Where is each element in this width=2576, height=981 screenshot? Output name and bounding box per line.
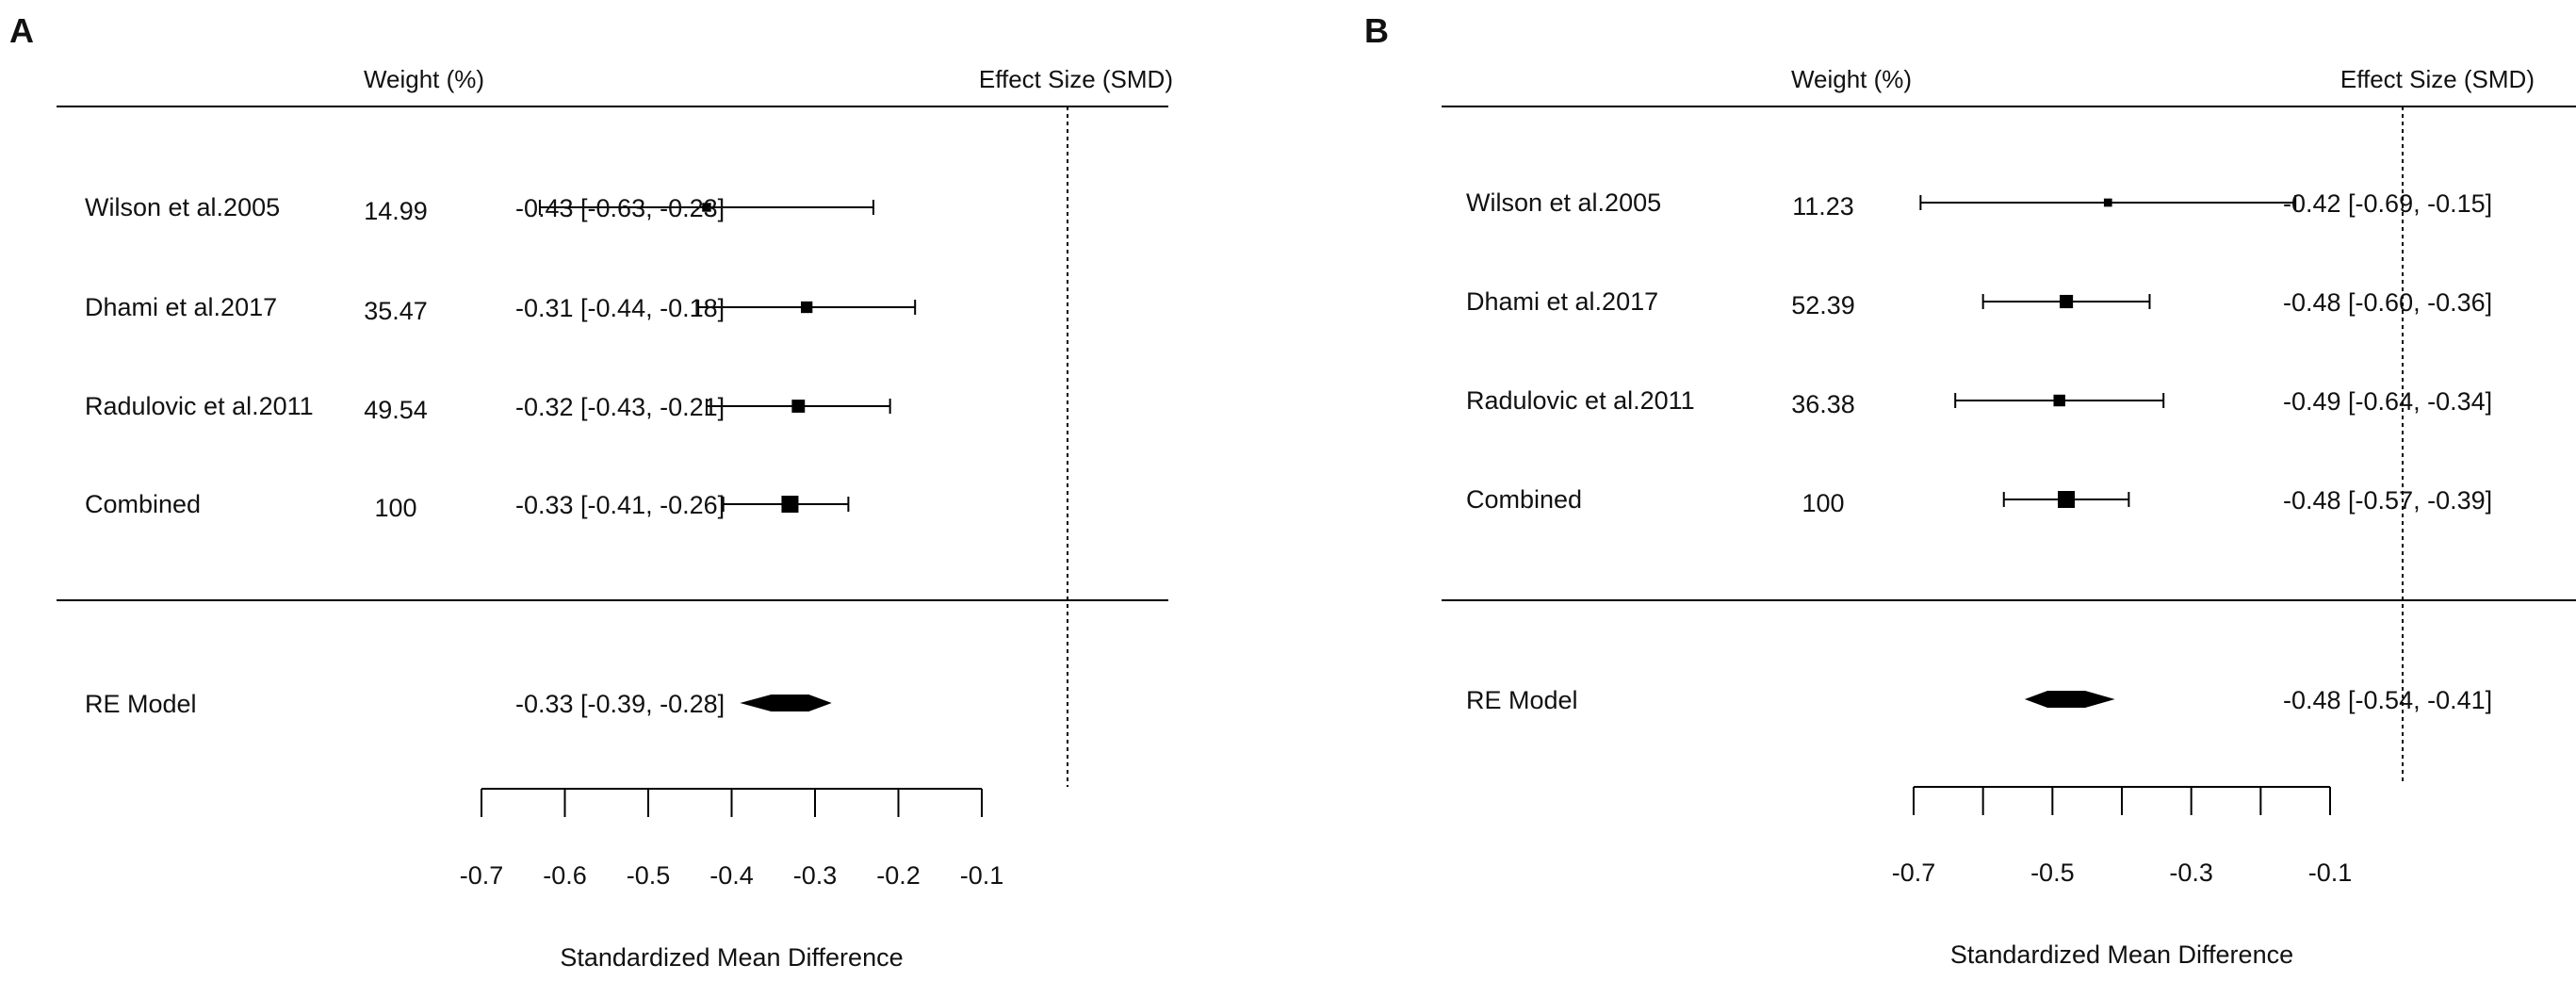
- x-tick-label: -0.3: [793, 861, 838, 890]
- study-weight: 14.99: [364, 197, 428, 225]
- summary-name: RE Model: [1466, 686, 1578, 714]
- point-estimate-marker: [800, 301, 813, 314]
- effect-size-label: -0.32 [-0.43, -0.21]: [515, 393, 725, 421]
- study-row: Dhami et al.2017 52.39 -0.48 [-0.60, -0.36…: [1466, 287, 2492, 319]
- study-weight: 11.23: [1792, 192, 1854, 221]
- effect-size-label: -0.42 [-0.69, -0.15]: [2283, 189, 2492, 218]
- effect-header: Effect Size (SMD): [979, 65, 1173, 93]
- study-row: Combined 100 -0.33 [-0.41, -0.26]: [85, 490, 850, 522]
- study-name: Wilson et al.2005: [85, 193, 280, 221]
- x-tick-label: -0.5: [627, 861, 671, 890]
- summary-effect-label: -0.48 [-0.54, -0.41]: [2283, 686, 2492, 714]
- study-weight: 100: [374, 494, 416, 522]
- study-weight: 52.39: [1791, 291, 1855, 319]
- effect-size-label: -0.43 [-0.63, -0.23]: [515, 194, 725, 222]
- summary-name: RE Model: [85, 690, 197, 718]
- study-weight: 36.38: [1791, 390, 1855, 418]
- study-name: Radulovic et al.2011: [1466, 386, 1695, 415]
- weight-header: Weight (%): [364, 65, 484, 93]
- point-estimate-marker: [702, 203, 711, 212]
- forest-panel-a: A Weight (%) Effect Size (SMD) Wilson et al…: [9, 11, 1173, 972]
- x-axis-title: Standardized Mean Difference: [560, 943, 903, 972]
- point-estimate-marker: [781, 496, 799, 513]
- point-estimate-marker: [2103, 198, 2112, 207]
- study-row: Wilson et al.2005 11.23 -0.42 [-0.69, -0.1…: [1466, 188, 2492, 221]
- effect-size-label: -0.48 [-0.57, -0.39]: [2283, 486, 2492, 515]
- study-name: Dhami et al.2017: [1466, 287, 1658, 316]
- panel-label: A: [9, 11, 34, 50]
- study-name: Combined: [1466, 485, 1582, 514]
- point-estimate-marker: [2053, 394, 2065, 407]
- x-tick-label: -0.4: [709, 861, 754, 890]
- x-axis: -0.7 -0.5 -0.3 -0.1 Standardized Mean Differ…: [1892, 786, 2353, 969]
- effect-size-label: -0.33 [-0.41, -0.26]: [515, 491, 725, 519]
- x-tick-label: -0.3: [2169, 858, 2213, 887]
- x-tick-label: -0.5: [2030, 858, 2075, 887]
- study-name: Wilson et al.2005: [1466, 188, 1661, 217]
- summary-row: RE Model -0.33 [-0.39, -0.28]: [85, 690, 832, 718]
- effect-size-label: -0.31 [-0.44, -0.18]: [515, 294, 725, 322]
- x-tick-label: -0.7: [1892, 858, 1936, 887]
- effect-size-label: -0.49 [-0.64, -0.34]: [2283, 387, 2492, 416]
- effect-header: Effect Size (SMD): [2340, 65, 2535, 93]
- study-row: Dhami et al.2017 35.47 -0.31 [-0.44, -0.18…: [85, 293, 917, 325]
- x-tick-label: -0.7: [460, 861, 504, 890]
- weight-header: Weight (%): [1791, 65, 1912, 93]
- study-row: Radulovic et al.2011 36.38 -0.49 [-0.64, -…: [1466, 386, 2492, 418]
- point-estimate-marker: [791, 400, 806, 413]
- summary-row: RE Model -0.48 [-0.54, -0.41]: [1466, 686, 2492, 714]
- study-name: Dhami et al.2017: [85, 293, 277, 321]
- x-tick-label: -0.6: [543, 861, 587, 890]
- x-tick-label: -0.2: [876, 861, 921, 890]
- panel-label: B: [1364, 11, 1389, 50]
- point-estimate-marker: [2060, 294, 2074, 309]
- summary-diamond: [2024, 691, 2115, 708]
- effect-size-label: -0.48 [-0.60, -0.36]: [2283, 288, 2492, 317]
- x-tick-label: -0.1: [2308, 858, 2353, 887]
- study-weight: 35.47: [364, 297, 428, 325]
- study-weight: 100: [1802, 489, 1844, 517]
- study-name: Radulovic et al.2011: [85, 392, 314, 420]
- study-row: Radulovic et al.2011 49.54 -0.32 [-0.43, -…: [85, 392, 891, 424]
- x-tick-label: -0.1: [960, 861, 1004, 890]
- forest-panel-b: B Weight (%) Effect Size (SMD) Wilson et al…: [1364, 11, 2576, 969]
- summary-effect-label: -0.33 [-0.39, -0.28]: [515, 690, 725, 718]
- study-row: Wilson et al.2005 14.99 -0.43 [-0.63, -0.2…: [85, 193, 874, 225]
- x-axis: -0.7 -0.6 -0.5 -0.4 -0.3 -0.2 -0.1 Standardized…: [460, 788, 1004, 972]
- study-row: Combined 100 -0.48 [-0.57, -0.39]: [1466, 485, 2492, 517]
- study-weight: 49.54: [364, 396, 428, 424]
- summary-diamond: [740, 695, 832, 711]
- study-name: Combined: [85, 490, 201, 518]
- point-estimate-marker: [2058, 491, 2076, 508]
- x-axis-title: Standardized Mean Difference: [1950, 940, 2293, 969]
